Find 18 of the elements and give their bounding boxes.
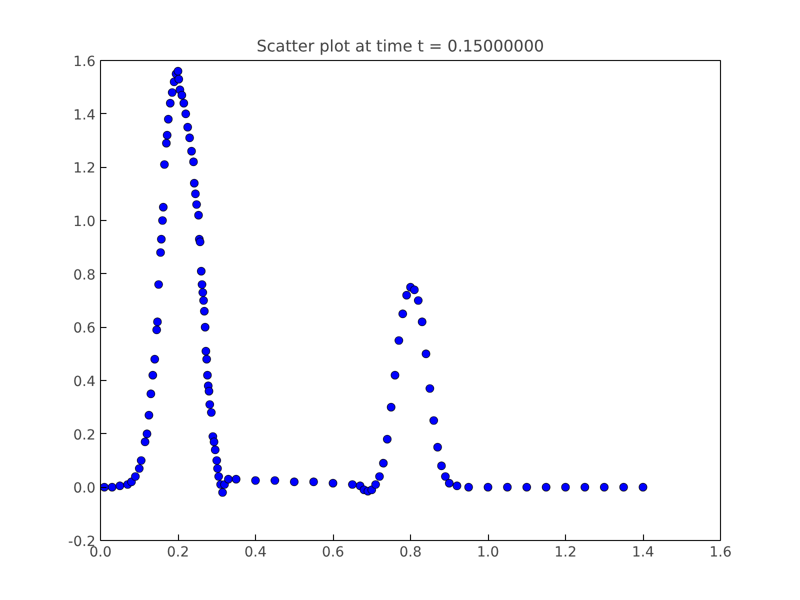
x-tick-label: 0.6	[322, 544, 344, 560]
y-tick-label: 1.4	[73, 107, 96, 124]
y-tick-label: 0.8	[73, 267, 96, 284]
x-tick-label: 1.4	[632, 544, 654, 560]
y-tick-label: 1.6	[73, 54, 96, 70]
y-tick-label: 0.0	[73, 480, 96, 497]
x-tick-label: 1.0	[476, 544, 500, 560]
x-tick-label: 0.8	[399, 544, 422, 560]
x-tick-label: 1.6	[709, 544, 732, 560]
y-tick-label: 1.0	[73, 214, 96, 230]
x-tick-label: 1.2	[554, 544, 577, 560]
x-tick-label: 0.2	[166, 544, 190, 560]
y-tick-label: 1.2	[73, 160, 96, 177]
y-tick-label: 0.6	[73, 320, 96, 337]
x-tick-label: 0.4	[244, 544, 267, 560]
y-tick-label: 0.4	[73, 374, 96, 390]
chart-title: Scatter plot at time t = 0.15000000	[256, 36, 544, 56]
y-tick-label: 0.2	[73, 427, 96, 444]
